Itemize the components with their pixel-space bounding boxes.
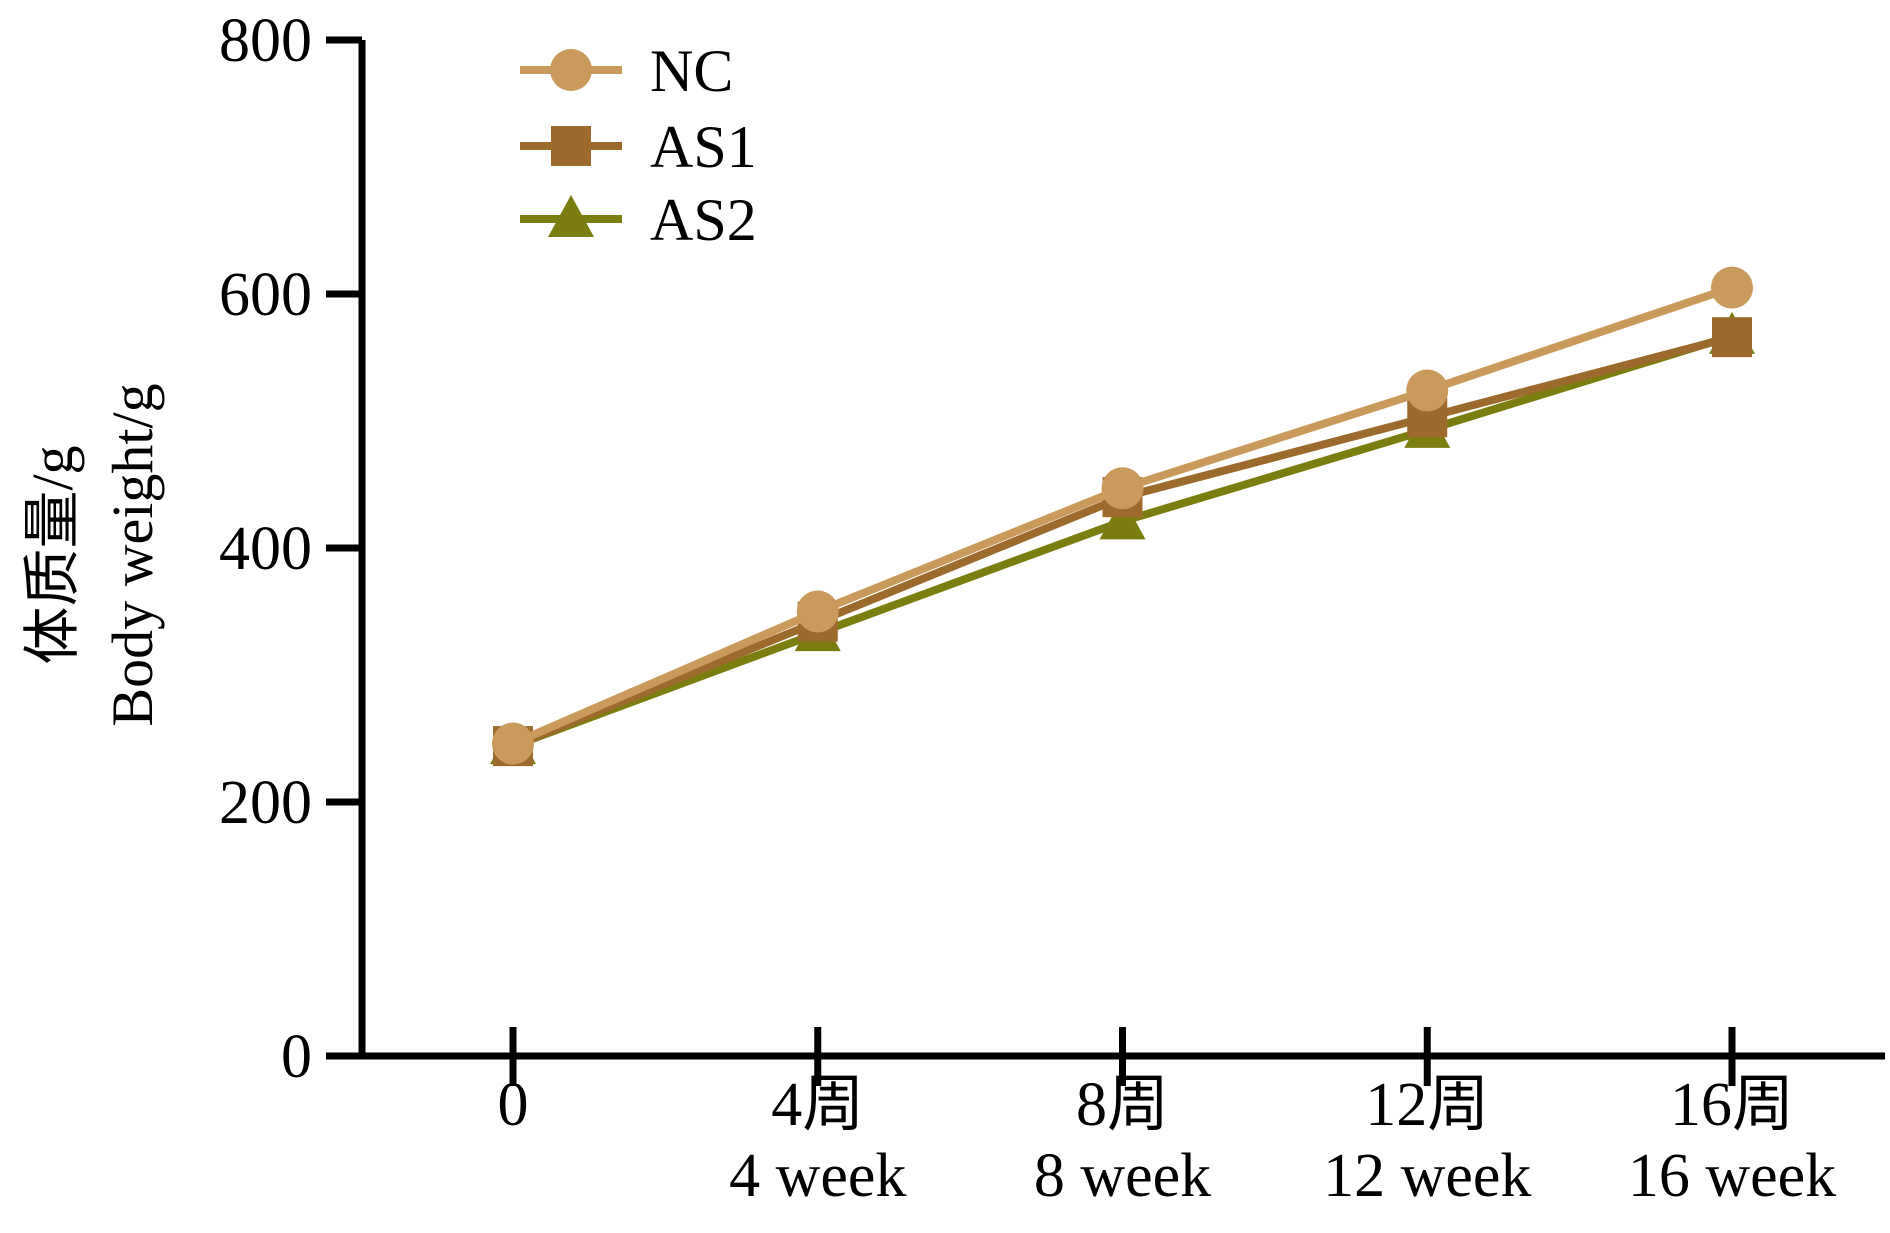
x-tick-label: 16 week — [1628, 1142, 1836, 1210]
legend-label: AS1 — [650, 114, 757, 180]
data-point — [796, 590, 839, 633]
x-tick-label: 0 — [498, 1071, 529, 1139]
y-tick-label: 0 — [281, 1023, 312, 1091]
legend-marker — [551, 126, 591, 166]
x-tick-label: 8 week — [1034, 1142, 1211, 1210]
data-point — [1712, 317, 1752, 358]
legend-item-as1: AS1 — [520, 114, 757, 180]
series-group — [490, 266, 1755, 767]
legend: NC AS1 AS2 — [520, 38, 757, 253]
x-tick-label: 16周 — [1670, 1071, 1794, 1139]
data-point — [1099, 497, 1146, 540]
legend-label: AS2 — [650, 187, 757, 253]
y-tick-label: 800 — [219, 7, 312, 75]
y-tick-label: 400 — [219, 515, 312, 583]
series-line — [511, 333, 1734, 750]
x-tick-label: 8周 — [1076, 1071, 1169, 1139]
legend-marker — [548, 195, 594, 237]
series-nc — [492, 266, 1753, 765]
y-axis-title: 体质量/g — [20, 445, 85, 664]
data-point — [1406, 369, 1449, 412]
x-tick-label: 12周 — [1365, 1071, 1489, 1139]
y-axis-title: Body weight/g — [100, 383, 165, 726]
y-tick-label: 200 — [219, 769, 312, 837]
legend-item-as2: AS2 — [520, 187, 757, 253]
legend-label: NC — [650, 38, 733, 104]
data-point — [1101, 467, 1144, 510]
series-line — [511, 332, 1734, 750]
legend-item-nc: NC — [520, 38, 733, 104]
data-point — [1711, 266, 1753, 309]
data-point — [492, 722, 534, 765]
series-as1 — [493, 317, 1752, 767]
legend-marker — [550, 49, 592, 91]
x-tick-label: 4周 — [771, 1071, 864, 1139]
x-tick-label: 4 week — [729, 1142, 906, 1210]
x-tick-label: 12 week — [1323, 1142, 1531, 1210]
y-tick-label: 600 — [219, 261, 312, 329]
